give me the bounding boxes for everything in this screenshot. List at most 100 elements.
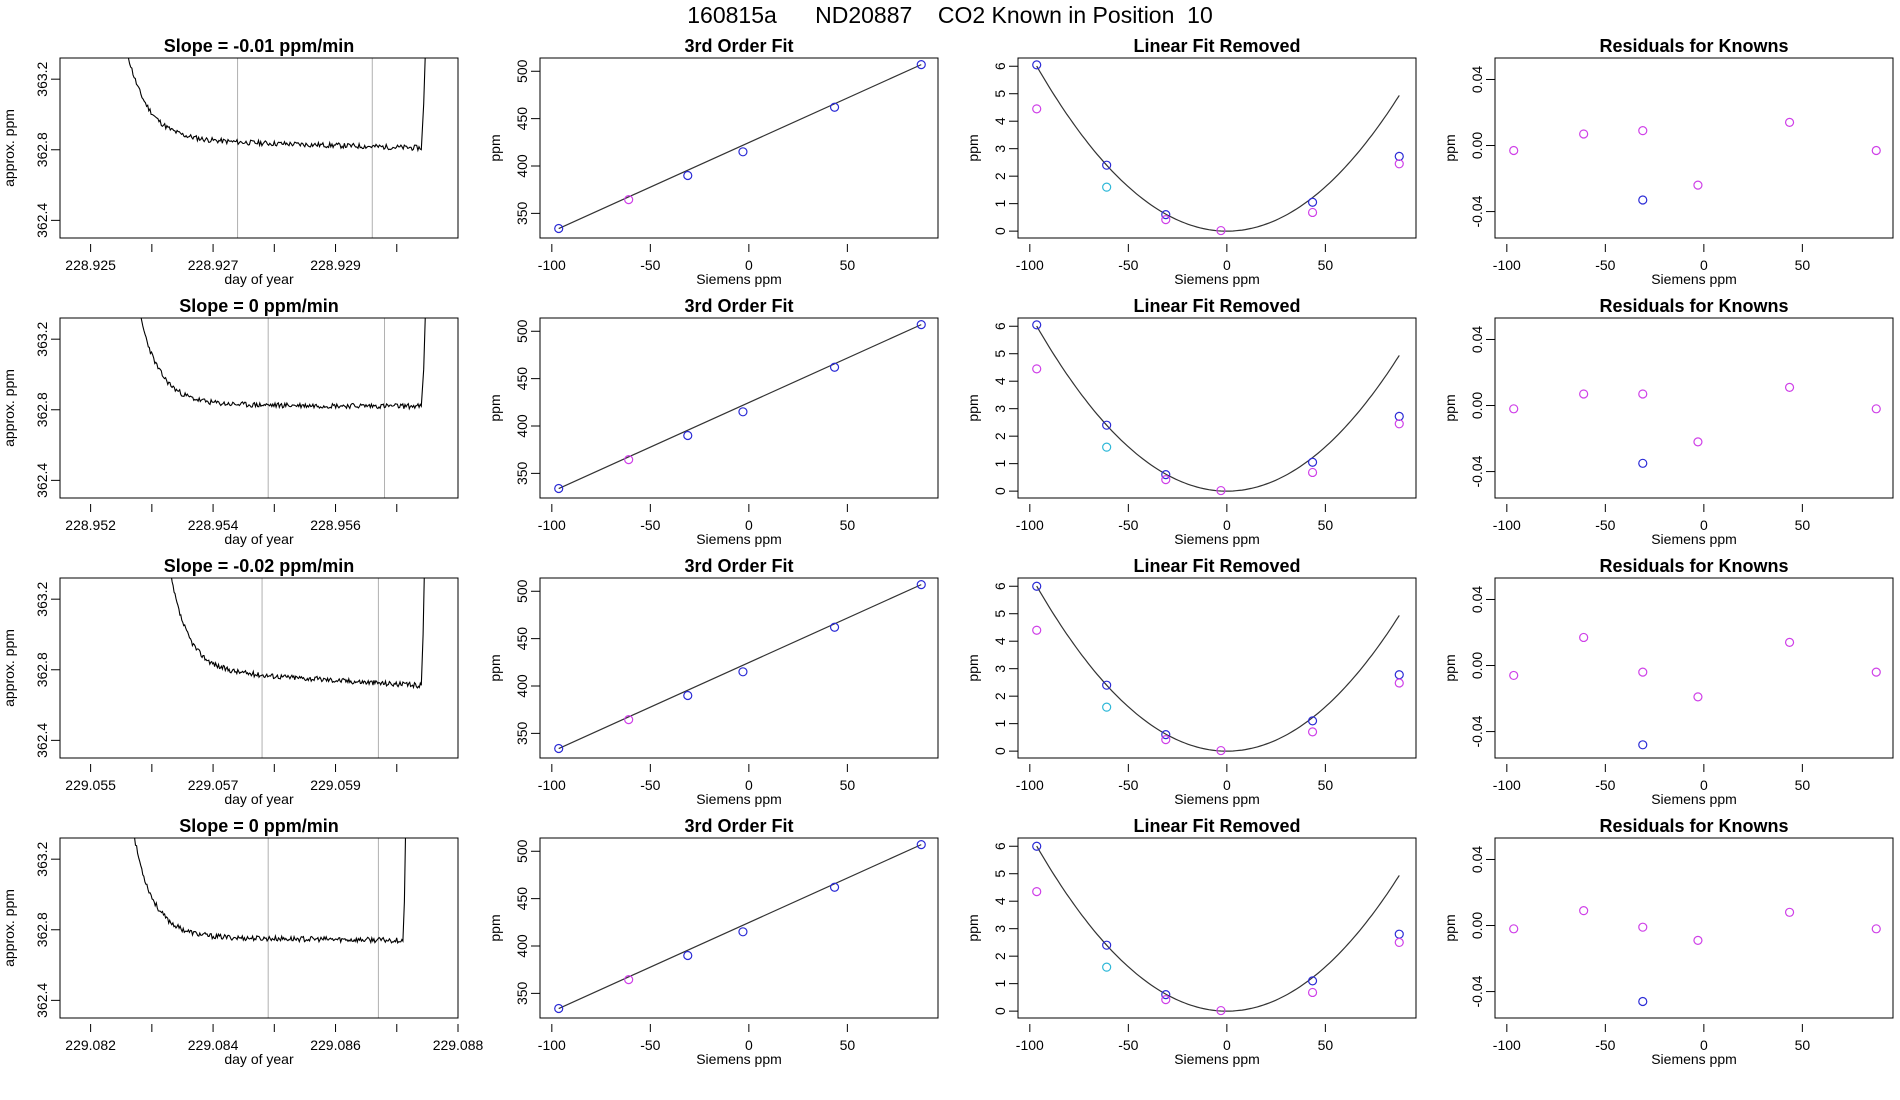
data-point bbox=[1871, 404, 1881, 414]
x-tick-label: 0 bbox=[1700, 1037, 1708, 1053]
y-tick-label: 6 bbox=[992, 842, 1008, 850]
fit-curve bbox=[1036, 845, 1400, 1012]
data-point bbox=[683, 430, 693, 441]
x-tick-label: -50 bbox=[640, 517, 660, 533]
x-axis: -100 -50 0 50 bbox=[1493, 764, 1810, 793]
y-axis-label: ppm bbox=[965, 394, 981, 421]
data-point bbox=[1032, 320, 1042, 330]
plot-frame bbox=[1017, 837, 1417, 1019]
x-tick-label: 229.086 bbox=[310, 1037, 361, 1053]
y-tick-label: 362.8 bbox=[34, 912, 50, 947]
data-point bbox=[1161, 214, 1171, 225]
data-point bbox=[1032, 104, 1042, 114]
concentration-trace bbox=[127, 58, 426, 153]
y-axis-label: ppm bbox=[1442, 914, 1458, 941]
y-tick-label: 500 bbox=[514, 579, 530, 603]
y-tick-label: 4 bbox=[992, 117, 1008, 125]
x-tick-label: 0 bbox=[745, 517, 753, 533]
data-point bbox=[829, 882, 840, 892]
x-tick-label: 0 bbox=[1223, 777, 1231, 793]
x-tick-label: 228.952 bbox=[65, 517, 116, 533]
y-tick-label: 362.4 bbox=[34, 723, 50, 758]
data-point bbox=[738, 407, 748, 417]
x-axis: 228.952 228.954 228.956 bbox=[65, 504, 398, 533]
y-axis: 350 400 450 500 bbox=[514, 59, 540, 225]
x-tick-label: -100 bbox=[538, 517, 566, 533]
chart-title: Residuals for Knowns bbox=[1599, 556, 1788, 576]
y-tick-label: 5 bbox=[992, 350, 1008, 358]
plot-frame bbox=[539, 837, 939, 1019]
y-tick-label: 362.4 bbox=[34, 983, 50, 1018]
plot-content bbox=[554, 60, 926, 234]
x-tick-label: 229.082 bbox=[65, 1037, 116, 1053]
plot-frame bbox=[59, 577, 459, 759]
y-axis-label: approx. ppm bbox=[1, 109, 17, 187]
data-point bbox=[1784, 907, 1795, 917]
y-tick-label: 6 bbox=[992, 62, 1008, 70]
y-tick-label: 2 bbox=[992, 432, 1008, 440]
data-point bbox=[738, 927, 748, 937]
fit-line bbox=[558, 584, 922, 750]
y-axis-label: ppm bbox=[965, 134, 981, 161]
data-point bbox=[1509, 924, 1519, 934]
y-tick-label: 350 bbox=[514, 981, 530, 1005]
y-axis: -0.04 0.00 0.04 bbox=[1469, 326, 1495, 488]
chart-panel-r0-c3: Residuals for Knowns -100 -50 0 50 Siemens pp… bbox=[1442, 36, 1894, 287]
data-point bbox=[1307, 197, 1318, 207]
x-axis: 229.082 229.084 229.086 229.088 bbox=[65, 1024, 484, 1053]
x-tick-label: -50 bbox=[640, 257, 660, 273]
y-axis-label: ppm bbox=[1442, 394, 1458, 421]
x-axis: 228.925 228.927 228.929 bbox=[65, 244, 398, 273]
data-point bbox=[1693, 935, 1703, 945]
y-tick-label: 3 bbox=[992, 145, 1008, 153]
x-tick-label: 50 bbox=[840, 1037, 856, 1053]
data-point bbox=[554, 223, 564, 234]
chart-title: 3rd Order Fit bbox=[684, 556, 793, 576]
plot-frame bbox=[59, 837, 459, 1019]
data-point bbox=[1509, 145, 1519, 156]
x-tick-label: 0 bbox=[745, 777, 753, 793]
x-tick-label: -50 bbox=[640, 1037, 660, 1053]
chart-panel-r2-c3: Residuals for Knowns -100 -50 0 50 Siemens pp… bbox=[1442, 556, 1894, 807]
y-tick-label: 4 bbox=[992, 377, 1008, 385]
data-point bbox=[1638, 996, 1648, 1007]
y-tick-label: 450 bbox=[514, 627, 530, 651]
data-point bbox=[1307, 207, 1318, 218]
x-axis-label: Siemens ppm bbox=[1651, 271, 1737, 287]
chart-panel-r1-c0: Slope = 0 ppm/min 228.952 228.954 228.956 da… bbox=[1, 296, 459, 547]
x-tick-label: 228.956 bbox=[310, 517, 361, 533]
y-tick-label: 400 bbox=[514, 674, 530, 698]
y-tick-label: -0.04 bbox=[1469, 455, 1485, 487]
y-tick-label: 3 bbox=[992, 665, 1008, 673]
chart-title: Linear Fit Removed bbox=[1133, 296, 1300, 316]
fit-line bbox=[558, 324, 922, 490]
x-axis: -100 -50 0 50 bbox=[1016, 764, 1333, 793]
data-point bbox=[738, 667, 748, 677]
y-axis: -0.04 0.00 0.04 bbox=[1469, 846, 1495, 1008]
data-point bbox=[1161, 210, 1171, 220]
plot-frame bbox=[59, 317, 459, 499]
data-point bbox=[1032, 60, 1042, 70]
x-axis: -100 -50 0 50 bbox=[1016, 244, 1333, 273]
data-point bbox=[624, 715, 634, 725]
x-axis: -100 -50 0 50 bbox=[538, 244, 855, 273]
x-tick-label: 50 bbox=[1795, 1037, 1811, 1053]
y-axis: 0 1 2 3 4 5 6 bbox=[992, 322, 1018, 495]
x-tick-label: -50 bbox=[1118, 257, 1138, 273]
y-axis: 0 1 2 3 4 5 6 bbox=[992, 582, 1018, 755]
plot-content bbox=[1509, 632, 1881, 750]
y-axis-label: ppm bbox=[965, 914, 981, 941]
y-axis: 350 400 450 500 bbox=[514, 839, 540, 1005]
data-point bbox=[1638, 195, 1648, 205]
y-tick-label: 363.2 bbox=[34, 581, 50, 616]
y-tick-label: 450 bbox=[514, 367, 530, 391]
x-tick-label: 50 bbox=[1795, 257, 1811, 273]
y-tick-label: 0 bbox=[992, 1007, 1008, 1015]
plot-content bbox=[134, 838, 407, 1018]
y-tick-label: 362.8 bbox=[34, 392, 50, 427]
x-tick-label: 0 bbox=[1223, 517, 1231, 533]
